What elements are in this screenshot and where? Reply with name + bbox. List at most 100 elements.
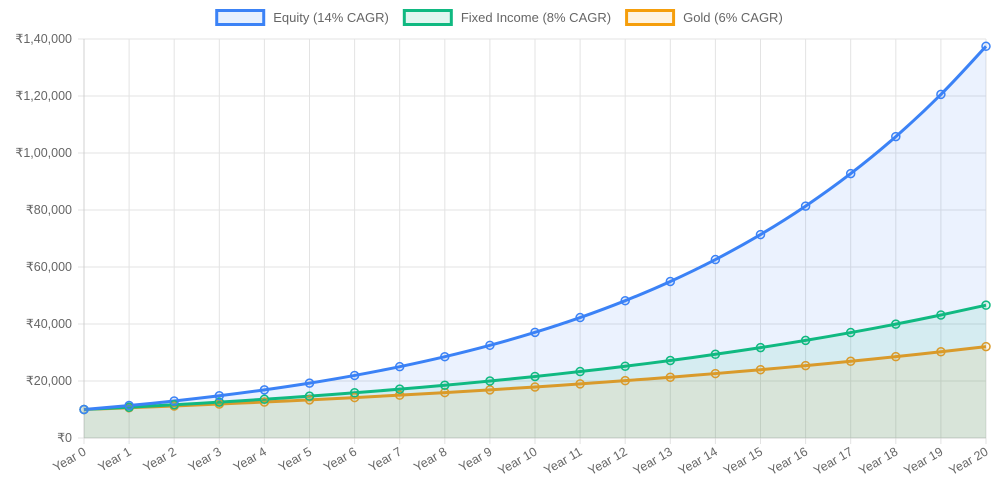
data-point[interactable]: [259, 385, 270, 395]
legend-item-0[interactable]: Equity (14% CAGR): [215, 9, 389, 26]
y-tick-label: ₹40,000: [26, 317, 72, 331]
legend: Equity (14% CAGR) Fixed Income (8% CAGR) G…: [215, 9, 783, 26]
legend-label: Gold (6% CAGR): [683, 10, 783, 25]
x-tick-label: Year 9: [456, 444, 494, 474]
data-point[interactable]: [575, 366, 585, 377]
area-0: [84, 46, 986, 439]
data-point[interactable]: [304, 391, 315, 401]
data-point[interactable]: [891, 351, 901, 362]
legend-label: Fixed Income (8% CAGR): [461, 10, 611, 25]
data-point[interactable]: [755, 229, 766, 240]
x-tick-label: Year 15: [721, 444, 765, 477]
data-point[interactable]: [891, 131, 901, 142]
x-tick-label: Year 13: [631, 444, 675, 477]
x-axis: Year 0 Year 1 Year 2 Year 3 Year 4 Year 5 Year…: [51, 444, 991, 477]
x-tick-label: Year 16: [766, 444, 810, 477]
data-point[interactable]: [79, 404, 89, 415]
data-point[interactable]: [530, 382, 540, 392]
data-point[interactable]: [214, 397, 225, 407]
y-tick-label: ₹80,000: [26, 203, 72, 217]
data-point[interactable]: [710, 254, 721, 265]
data-point[interactable]: [845, 327, 856, 338]
grid: [78, 38, 987, 444]
x-tick-label: Year 6: [321, 444, 359, 474]
x-tick-label: Year 11: [541, 444, 584, 477]
data-point[interactable]: [981, 300, 991, 310]
data-point[interactable]: [981, 341, 991, 352]
data-point[interactable]: [349, 370, 360, 381]
legend-swatch: [402, 9, 453, 26]
data-point[interactable]: [440, 351, 450, 362]
legend-swatch: [625, 9, 676, 26]
legend-item-2[interactable]: Gold (6% CAGR): [625, 9, 783, 26]
data-point[interactable]: [485, 376, 495, 386]
data-point[interactable]: [575, 379, 585, 389]
data-point[interactable]: [304, 378, 315, 388]
data-point[interactable]: [891, 319, 901, 329]
x-tick-label: Year 18: [856, 444, 900, 477]
series-areas: [84, 46, 986, 439]
series-points: [79, 41, 991, 415]
data-point[interactable]: [936, 347, 946, 357]
x-tick-label: Year 14: [676, 444, 720, 477]
data-point[interactable]: [800, 201, 811, 211]
data-point[interactable]: [665, 372, 676, 382]
legend-item-1[interactable]: Fixed Income (8% CAGR): [402, 9, 611, 26]
data-point[interactable]: [530, 371, 540, 382]
x-tick-label: Year 5: [276, 444, 314, 474]
x-tick-label: Year 19: [901, 444, 945, 477]
x-tick-label: Year 4: [231, 444, 269, 474]
data-point[interactable]: [981, 41, 991, 52]
data-point[interactable]: [665, 355, 676, 366]
data-point[interactable]: [620, 375, 630, 386]
data-point[interactable]: [259, 397, 270, 407]
data-point[interactable]: [394, 384, 405, 394]
data-point[interactable]: [214, 391, 225, 401]
data-point[interactable]: [620, 361, 630, 371]
data-point[interactable]: [620, 295, 630, 306]
data-point[interactable]: [845, 168, 856, 179]
data-point[interactable]: [575, 312, 585, 323]
x-tick-label: Year 1: [96, 444, 134, 474]
data-point[interactable]: [440, 380, 450, 390]
data-point[interactable]: [755, 364, 766, 375]
y-tick-label: ₹60,000: [26, 260, 72, 274]
x-tick-label: Year 3: [186, 444, 224, 474]
x-tick-label: Year 20: [947, 444, 991, 477]
data-point[interactable]: [394, 361, 405, 372]
x-tick-label: Year 8: [411, 444, 449, 474]
data-point[interactable]: [665, 276, 676, 287]
data-point[interactable]: [349, 388, 360, 398]
data-point[interactable]: [845, 356, 856, 367]
data-point[interactable]: [710, 368, 721, 379]
data-point[interactable]: [259, 394, 270, 404]
y-tick-label: ₹0: [57, 431, 72, 445]
data-point[interactable]: [800, 335, 811, 346]
area-1: [84, 305, 986, 438]
y-axis: ₹0 ₹20,000 ₹40,000 ₹60,000 ₹80,000 ₹1,00,000 ₹…: [15, 32, 72, 445]
data-point[interactable]: [710, 349, 721, 360]
data-point[interactable]: [936, 89, 946, 100]
y-tick-label: ₹1,40,000: [15, 32, 72, 46]
x-tick-label: Year 2: [141, 444, 179, 474]
data-point[interactable]: [936, 310, 946, 320]
data-point[interactable]: [485, 340, 495, 351]
legend-swatch: [215, 9, 266, 26]
series-line-1: [83, 303, 987, 411]
y-tick-label: ₹20,000: [26, 374, 72, 388]
data-point[interactable]: [485, 385, 495, 395]
data-point[interactable]: [800, 360, 811, 371]
series-line-2: [83, 345, 987, 411]
y-tick-label: ₹1,00,000: [15, 146, 72, 160]
data-point[interactable]: [530, 327, 540, 338]
legend-label: Equity (14% CAGR): [273, 10, 389, 25]
data-point[interactable]: [169, 396, 179, 406]
data-point[interactable]: [124, 400, 134, 411]
x-tick-label: Year 7: [366, 444, 404, 474]
x-tick-label: Year 10: [496, 444, 540, 477]
x-tick-label: Year 0: [51, 444, 89, 474]
series-lines: [83, 45, 988, 411]
y-tick-label: ₹1,20,000: [15, 89, 72, 103]
data-point[interactable]: [755, 342, 766, 353]
